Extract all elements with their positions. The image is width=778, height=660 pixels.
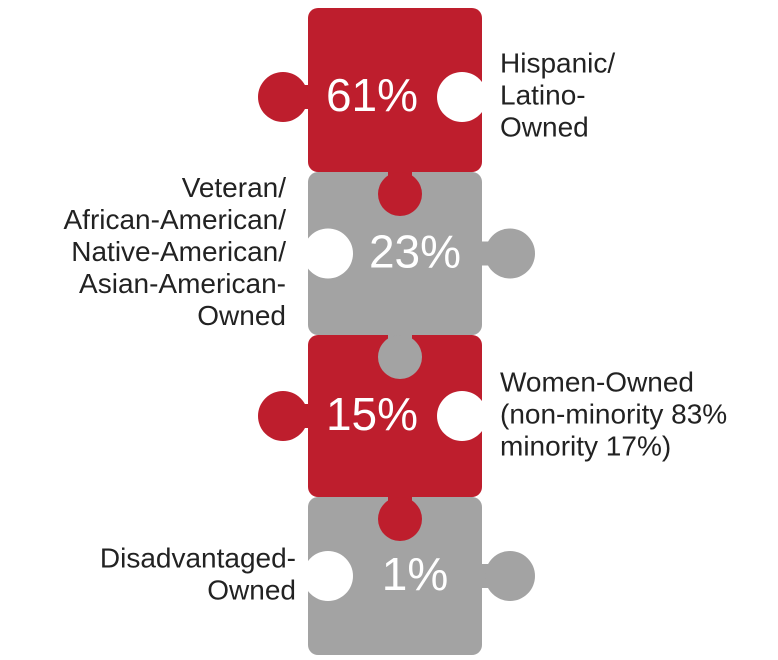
percentage: 15% <box>326 388 418 440</box>
indent <box>437 72 487 122</box>
knob <box>258 72 308 122</box>
puzzle-piece <box>308 497 482 655</box>
percentage: 23% <box>369 226 461 278</box>
indent <box>303 228 353 279</box>
caption-line: Owned <box>500 111 589 142</box>
indent <box>303 551 353 601</box>
tab <box>378 335 422 379</box>
indent-neck <box>306 241 320 266</box>
caption-line: Disadvantaged- <box>100 542 296 573</box>
caption-line: Veteran/ <box>182 172 287 203</box>
percentage: 1% <box>382 548 448 600</box>
knob <box>258 391 308 441</box>
caption-line: Owned <box>207 574 296 605</box>
knob <box>485 228 535 279</box>
caption-line: Native-American/ <box>71 236 286 267</box>
puzzle-piece <box>308 8 482 172</box>
indent-neck <box>470 85 484 109</box>
caption-line: minority 17%) <box>500 430 671 461</box>
knob <box>485 551 535 601</box>
caption-line: African-American/ <box>63 204 286 235</box>
indent-neck <box>306 564 320 588</box>
tab <box>378 172 422 216</box>
puzzle-piece <box>308 172 482 335</box>
caption-line: Latino- <box>500 79 586 110</box>
caption-line: Women-Owned <box>500 366 694 397</box>
caption-line: Hispanic/ <box>500 47 615 78</box>
caption-line: Owned <box>197 300 286 331</box>
puzzle-piece <box>308 335 482 497</box>
percentage: 61% <box>326 69 418 121</box>
caption-line: (non-minority 83% <box>500 398 727 429</box>
indent <box>437 391 487 441</box>
tab <box>378 497 422 541</box>
caption-line: Asian-American- <box>79 268 286 299</box>
indent-neck <box>470 404 484 428</box>
